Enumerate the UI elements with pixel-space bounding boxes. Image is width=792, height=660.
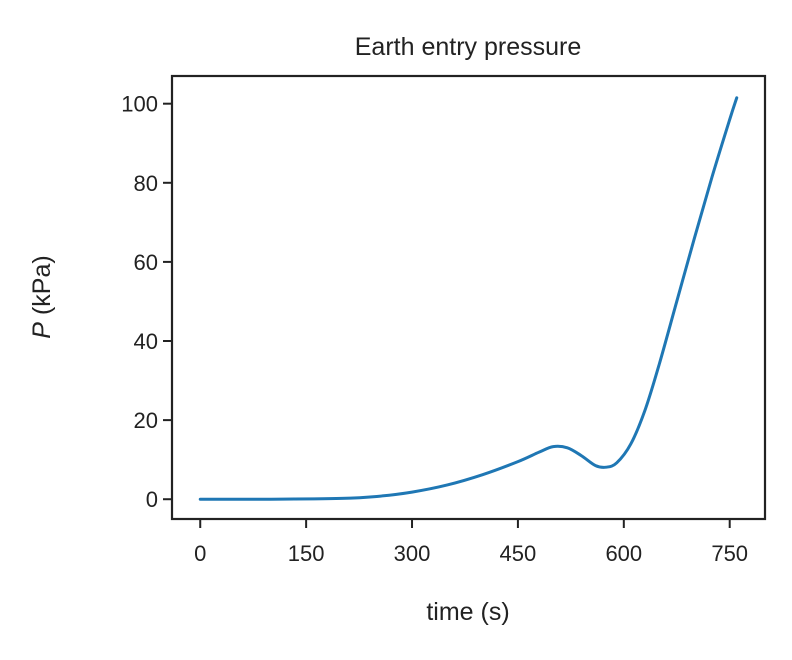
plot-frame bbox=[170, 74, 767, 521]
chart-title: Earth entry pressure bbox=[355, 33, 582, 61]
y-tick-label: 20 bbox=[134, 408, 158, 433]
y-tick-label: 40 bbox=[134, 329, 158, 354]
x-axis-label: time (s) bbox=[426, 598, 509, 626]
x-tick-label: 0 bbox=[194, 541, 206, 566]
pressure-series-line bbox=[198, 96, 739, 501]
y-tick-label: 60 bbox=[134, 250, 158, 275]
y-tick-label: 0 bbox=[146, 487, 158, 512]
y-axis-label-unit: (kPa) bbox=[28, 255, 56, 322]
y-tick-label: 100 bbox=[121, 92, 158, 117]
x-tick-label: 150 bbox=[288, 541, 325, 566]
plot-area bbox=[198, 96, 739, 501]
y-axis-label-symbol: P bbox=[28, 322, 56, 339]
x-tick-label: 300 bbox=[394, 541, 431, 566]
x-axis-ticks: 0 150 300 450 600 750 bbox=[194, 519, 748, 566]
y-axis-label: P (kPa) bbox=[28, 255, 56, 338]
y-axis-ticks: 0 20 40 60 80 100 bbox=[121, 92, 172, 512]
x-tick-label: 600 bbox=[605, 541, 642, 566]
x-tick-label: 750 bbox=[711, 541, 748, 566]
y-tick-label: 80 bbox=[134, 171, 158, 196]
x-tick-label: 450 bbox=[500, 541, 537, 566]
